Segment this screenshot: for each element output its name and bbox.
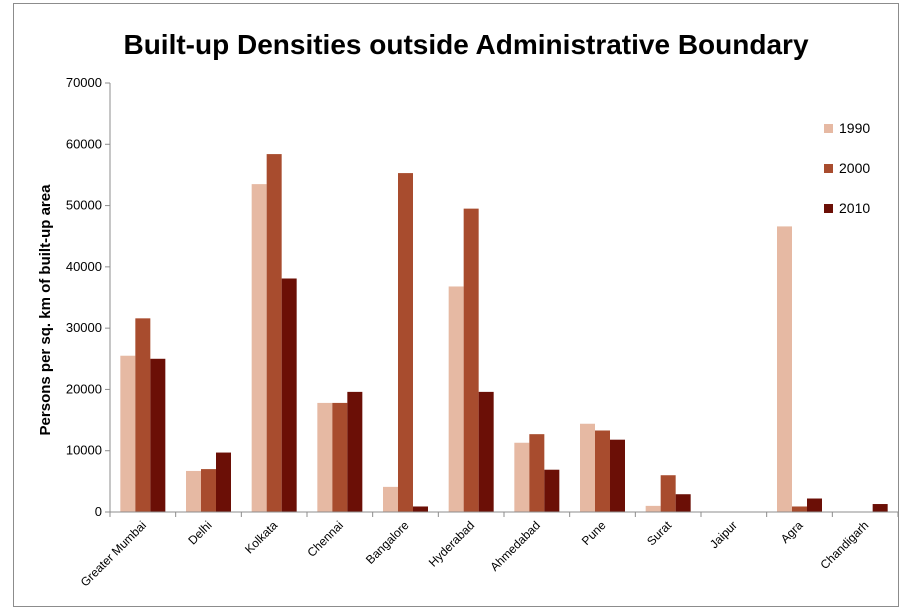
bar-2010 <box>281 278 297 512</box>
y-axis-label: Persons per sq. km of built-up area <box>37 184 54 436</box>
bar-1990 <box>580 423 595 512</box>
y-tick-label: 70000 <box>66 75 102 90</box>
x-category-label: Hyderabad <box>426 518 477 569</box>
bar-2000 <box>792 506 807 512</box>
bar-2010 <box>478 391 494 512</box>
legend-label: 1990 <box>839 120 870 136</box>
legend: 1990 2000 2010 <box>824 120 870 216</box>
bar-2000 <box>266 154 282 512</box>
legend-swatch <box>824 164 833 173</box>
bar-2000 <box>201 469 216 512</box>
bar-2010 <box>872 504 888 512</box>
bar-2010 <box>675 494 691 512</box>
x-category-label: Ahmedabad <box>487 518 543 574</box>
bar-2010 <box>544 469 560 512</box>
x-category-label: Agra <box>778 518 806 546</box>
bar-2000 <box>660 475 676 512</box>
x-category-label: Chandigarh <box>818 518 872 572</box>
bar-2000 <box>529 434 545 512</box>
bar-1990 <box>645 505 661 512</box>
legend-swatch <box>824 204 833 213</box>
x-category-label: Jaipur <box>707 518 740 551</box>
bar-2010 <box>150 358 166 512</box>
bar-1990 <box>317 402 333 512</box>
y-tick-label: 0 <box>95 504 102 519</box>
bar-2000 <box>595 430 610 512</box>
x-category-label: Greater Mumbai <box>78 518 149 589</box>
bar-1990 <box>777 226 792 512</box>
x-category-label: Delhi <box>185 518 214 547</box>
y-tick-label: 10000 <box>66 443 102 458</box>
bar-1990 <box>448 286 464 512</box>
bar-1990 <box>251 184 267 512</box>
x-category-label: Pune <box>579 518 609 548</box>
bar-2000 <box>398 173 413 512</box>
chart-title: Built-up Densities outside Administrativ… <box>123 29 808 60</box>
bar-1990 <box>120 355 136 512</box>
legend-label: 2010 <box>839 200 870 216</box>
bar-2010 <box>610 439 625 512</box>
bar-2000 <box>332 402 348 512</box>
y-tick-label: 20000 <box>66 381 102 396</box>
x-category-label: Kolkata <box>242 518 280 556</box>
bar-1990 <box>186 470 201 512</box>
bar-2010 <box>413 506 428 512</box>
x-axis: Greater Mumbai Delhi Kolkata Chennai Bangalo… <box>78 511 899 589</box>
x-category-label: Surat <box>644 518 675 549</box>
bar-2010 <box>347 391 363 512</box>
legend-swatch <box>824 124 833 133</box>
y-tick-label: 60000 <box>66 136 102 151</box>
bar-1990 <box>383 486 398 512</box>
x-category-label: Chennai <box>304 518 346 560</box>
bar-2010 <box>807 498 822 512</box>
bar-2000 <box>135 318 151 512</box>
bar-2000 <box>463 208 479 512</box>
bars <box>120 154 888 512</box>
bar-2010 <box>216 452 231 512</box>
y-tick-label: 40000 <box>66 259 102 274</box>
legend-label: 2000 <box>839 160 870 176</box>
y-axis: 0 10000 20000 30000 40000 50000 60000 70000 <box>66 75 111 519</box>
x-category-label: Bangalore <box>363 518 412 567</box>
y-tick-label: 50000 <box>66 198 102 213</box>
bar-1990 <box>514 442 530 512</box>
y-tick-label: 30000 <box>66 320 102 335</box>
